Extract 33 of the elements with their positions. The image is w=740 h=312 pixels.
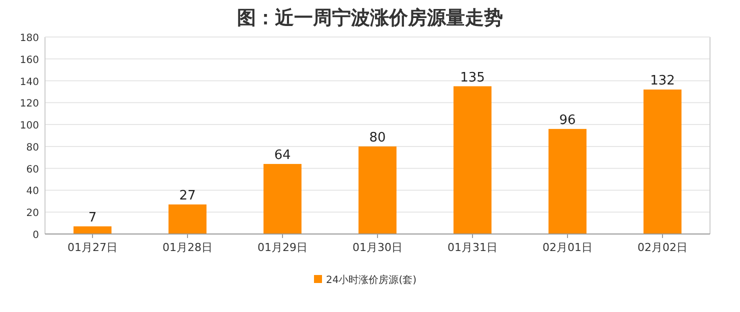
bar [548,128,586,234]
data-label: 7 [88,210,97,226]
x-tick-label: 01月27日 [68,241,118,254]
data-label: 135 [460,70,485,86]
x-tick-label: 01月30日 [352,241,402,254]
x-tick-label: 01月28日 [162,241,212,254]
y-tick-label: 120 [20,98,39,110]
y-tick-label: 60 [26,164,39,176]
y-tick-label: 20 [26,208,39,220]
chart-title: 图：近一周宁波涨价房源量走势 [237,7,503,29]
y-tick-label: 100 [20,120,39,132]
y-tick-label: 180 [20,33,39,44]
x-tick-label: 02月02日 [638,241,688,254]
y-tick-label: 0 [32,230,39,241]
bar [454,86,492,234]
legend-label: 24小时涨价房源(套) [326,274,417,286]
bar [644,90,682,234]
x-tick-label: 01月29日 [258,241,308,254]
data-label: 27 [179,188,196,204]
y-tick-label: 160 [20,54,39,66]
data-label: 64 [274,148,291,163]
y-tick-label: 140 [20,76,39,88]
x-tick-label: 01月31日 [448,241,498,254]
data-label: 96 [559,112,576,128]
bar [264,164,302,234]
bar [358,146,396,234]
x-tick-label: 02月01日 [542,241,592,254]
bar [168,204,206,234]
data-label: 132 [650,74,675,89]
bar [74,226,112,234]
y-tick-label: 40 [26,186,39,198]
data-label: 80 [369,130,386,146]
y-tick-label: 80 [26,142,39,154]
